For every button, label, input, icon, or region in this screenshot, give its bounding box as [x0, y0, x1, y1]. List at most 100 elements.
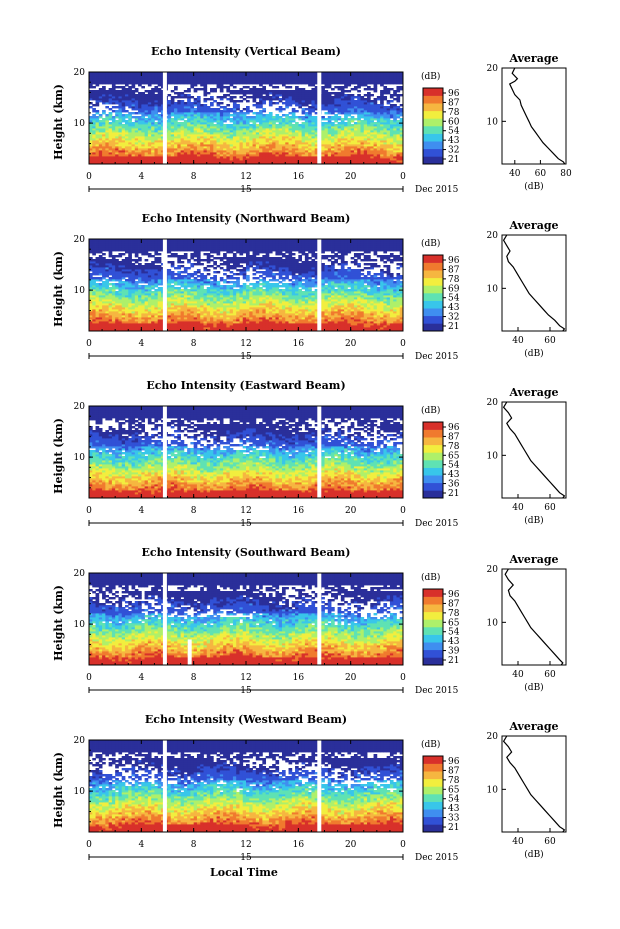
- heatmap-cell: [111, 321, 116, 324]
- heatmap-cell: [203, 327, 208, 330]
- heatmap-cell: [180, 138, 185, 141]
- heatmap-cell: [128, 142, 132, 145]
- heatmap-cell: [367, 112, 371, 115]
- heatmap-cell: [196, 106, 201, 109]
- heatmap-cell: [160, 144, 165, 147]
- heatmap-cell: [131, 84, 136, 87]
- heatmap-cell: [108, 98, 113, 101]
- heatmap-cell: [147, 94, 152, 97]
- heatmap-cell: [213, 116, 217, 119]
- heatmap-cell: [353, 126, 358, 129]
- heatmap-cell: [177, 160, 181, 163]
- heatmap-cell: [92, 74, 96, 77]
- heatmap-cell: [373, 122, 378, 125]
- colorbar-tick-label: 78: [448, 108, 460, 118]
- heatmap-cell: [236, 124, 240, 127]
- heatmap-cell: [311, 108, 316, 111]
- heatmap-cell: [331, 319, 335, 322]
- heatmap-cell: [210, 142, 214, 145]
- heatmap-cell: [115, 124, 119, 127]
- heatmap-cell: [200, 104, 204, 107]
- heatmap-cell: [115, 132, 119, 135]
- heatmap-cell: [118, 108, 123, 111]
- heatmap-cell: [229, 124, 234, 127]
- heatmap-cell: [219, 96, 224, 99]
- heatmap-cell: [396, 160, 401, 163]
- heatmap-cell: [183, 126, 188, 129]
- heatmap-cell: [232, 156, 237, 159]
- heatmap-cell: [252, 156, 257, 159]
- average-x-tick-label: 60: [535, 169, 547, 179]
- heatmap-cell: [180, 152, 185, 155]
- heatmap-cell: [386, 148, 391, 151]
- heatmap-cell: [249, 325, 253, 328]
- heatmap-cell: [376, 144, 381, 147]
- heatmap-cell: [239, 325, 244, 328]
- heatmap-cell: [281, 162, 286, 165]
- heatmap-cell: [180, 327, 185, 330]
- heatmap-cell: [118, 138, 123, 141]
- heatmap-cell: [105, 152, 110, 155]
- heatmap-cell: [213, 134, 217, 137]
- heatmap-cell: [399, 128, 404, 131]
- heatmap-cell: [337, 82, 342, 85]
- heatmap-cell: [304, 146, 309, 149]
- heatmap-cell: [340, 124, 345, 127]
- heatmap-cell: [226, 124, 231, 127]
- heatmap-cell: [118, 80, 123, 83]
- heatmap-cell: [259, 84, 263, 87]
- heatmap-cell: [357, 116, 361, 119]
- heatmap-cell: [144, 94, 149, 97]
- heatmap-cell: [157, 118, 162, 121]
- heatmap-cell: [154, 132, 159, 135]
- heatmap-cell: [124, 154, 129, 157]
- heatmap-cell: [147, 100, 152, 103]
- heatmap-cell: [141, 100, 145, 103]
- heatmap-cell: [151, 138, 155, 141]
- heatmap-cell: [308, 156, 312, 159]
- heatmap-cell: [389, 134, 394, 137]
- heatmap-cell: [376, 152, 381, 155]
- heatmap-cell: [246, 319, 250, 322]
- heatmap-cell: [213, 156, 217, 159]
- heatmap-cell: [216, 78, 221, 81]
- heatmap-cell: [298, 106, 302, 109]
- heatmap-cell: [124, 74, 129, 77]
- heatmap-cell: [252, 321, 257, 324]
- heatmap-cell: [288, 136, 293, 139]
- heatmap-cell: [203, 114, 208, 117]
- heatmap-cell: [102, 86, 106, 89]
- heatmap-cell: [144, 96, 149, 99]
- heatmap-cell: [141, 104, 145, 107]
- heatmap-cell: [92, 104, 96, 107]
- heatmap-cell: [288, 152, 293, 155]
- heatmap-cell: [367, 142, 371, 145]
- heatmap-cell: [259, 120, 263, 123]
- heatmap-cell: [115, 142, 119, 145]
- heatmap-cell: [314, 162, 319, 165]
- heatmap-cell: [337, 128, 342, 131]
- heatmap-cell: [200, 156, 204, 159]
- heatmap-cell: [124, 102, 129, 105]
- heatmap-cell: [255, 104, 260, 107]
- heatmap-cell: [239, 132, 244, 135]
- heatmap-cell: [265, 142, 270, 145]
- heatmap-cell: [108, 90, 113, 93]
- heatmap-cell: [360, 98, 365, 101]
- heatmap-cell: [102, 142, 106, 145]
- heatmap-cell: [193, 325, 198, 328]
- heatmap-cell: [157, 82, 162, 85]
- heatmap-cell: [347, 96, 352, 99]
- heatmap-cell: [206, 116, 211, 119]
- heatmap-cell: [259, 142, 263, 145]
- heatmap-cell: [396, 329, 401, 332]
- heatmap-cell: [95, 96, 100, 99]
- heatmap-cell: [370, 106, 374, 109]
- heatmap-cell: [115, 90, 119, 93]
- heatmap-cell: [350, 108, 355, 111]
- heatmap-cell: [134, 108, 139, 111]
- heatmap-cell: [239, 72, 244, 75]
- heatmap-cell: [170, 90, 175, 93]
- heatmap-cell: [193, 122, 198, 125]
- heatmap-cell: [285, 106, 289, 109]
